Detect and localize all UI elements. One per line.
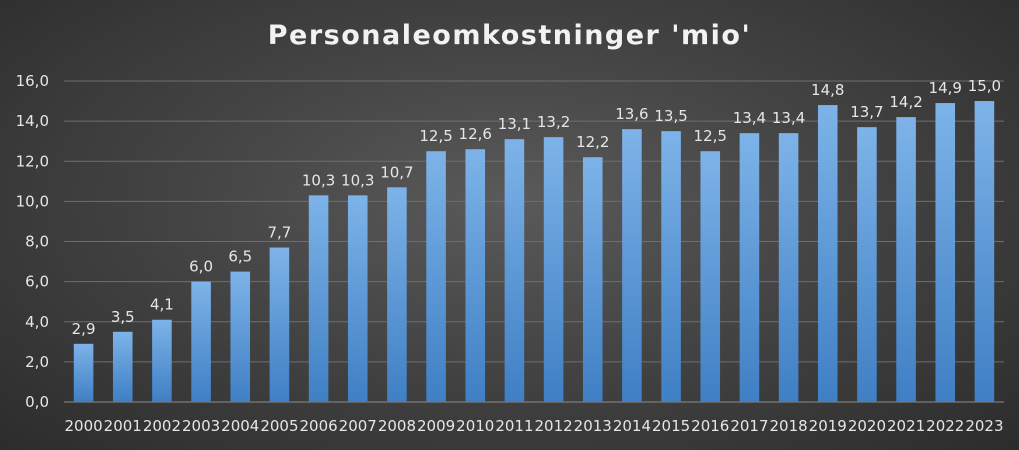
bar-2001 <box>112 331 133 402</box>
bar-2004 <box>230 271 251 402</box>
data-label-2011: 13,1 <box>498 115 531 133</box>
x-tick-label: 2000 <box>64 417 102 435</box>
x-tick-label: 2017 <box>730 417 768 435</box>
y-tick-label: 12,0 <box>16 152 49 170</box>
data-label-2008: 10,7 <box>380 163 413 181</box>
x-tick-label: 2009 <box>417 417 455 435</box>
y-tick-label: 14,0 <box>16 112 49 130</box>
x-tick-label: 2005 <box>260 417 298 435</box>
data-label-2015: 13,5 <box>654 107 687 125</box>
y-tick-label: 2,0 <box>25 353 49 371</box>
bar-2009 <box>426 151 446 402</box>
data-label-2019: 14,8 <box>811 81 844 99</box>
data-label-2014: 13,6 <box>615 105 648 123</box>
bar-2007 <box>347 195 368 402</box>
x-tick-label: 2019 <box>809 417 847 435</box>
y-tick-label: 16,0 <box>16 72 49 90</box>
data-label-2018: 13,4 <box>772 109 805 127</box>
x-tick-label: 2003 <box>182 417 220 435</box>
x-tick-label: 2002 <box>143 417 181 435</box>
bar-2000 <box>73 343 94 402</box>
bar-2017 <box>739 133 760 402</box>
x-tick-label: 2015 <box>652 417 690 435</box>
x-tick-label: 2014 <box>613 417 651 435</box>
data-label-2000: 2,9 <box>72 320 96 338</box>
x-tick-label: 2011 <box>495 417 533 435</box>
bar-2002 <box>152 319 172 402</box>
x-tick-label: 2007 <box>339 417 377 435</box>
x-tick-label: 2013 <box>574 417 612 435</box>
data-label-2020: 13,7 <box>850 103 883 121</box>
x-tick-label: 2008 <box>378 417 416 435</box>
data-label-2003: 6,0 <box>189 258 213 276</box>
x-tick-label: 2020 <box>848 417 886 435</box>
chart-title: Personaleomkostninger 'mio' <box>267 20 752 51</box>
data-label-2005: 7,7 <box>267 224 291 242</box>
bar-2014 <box>622 129 642 402</box>
data-label-2006: 10,3 <box>302 171 335 189</box>
data-label-2001: 3,5 <box>111 308 135 326</box>
data-label-2022: 14,9 <box>929 79 962 97</box>
data-label-2002: 4,1 <box>150 296 174 314</box>
bar-2006 <box>308 195 329 402</box>
data-label-2012: 13,2 <box>537 113 570 131</box>
bar-2016 <box>700 151 721 402</box>
x-tick-label: 2001 <box>104 417 142 435</box>
x-tick-label: 2016 <box>691 417 729 435</box>
bar-2020 <box>857 127 877 403</box>
x-tick-label: 2006 <box>299 417 337 435</box>
bar-2012 <box>543 137 564 403</box>
bar-2005 <box>269 247 290 402</box>
data-label-2021: 14,2 <box>889 93 922 111</box>
bar-2010 <box>465 149 486 402</box>
bar-2013 <box>582 157 603 402</box>
x-tick-label: 2021 <box>887 417 925 435</box>
x-tick-label: 2010 <box>456 417 494 435</box>
bar-2015 <box>661 131 681 402</box>
x-tick-label: 2004 <box>221 417 259 435</box>
bar-2011 <box>504 139 525 402</box>
data-label-2023: 15,0 <box>968 77 1001 95</box>
x-tick-label: 2022 <box>926 417 964 435</box>
bar-2019 <box>817 105 838 402</box>
y-tick-label: 0,0 <box>25 393 49 411</box>
bar-2018 <box>778 133 799 402</box>
bar-2008 <box>387 187 407 402</box>
bar-2021 <box>896 117 916 403</box>
y-tick-label: 8,0 <box>25 233 49 251</box>
y-tick-label: 4,0 <box>25 313 49 331</box>
x-tick-label: 2012 <box>534 417 572 435</box>
y-tick-label: 10,0 <box>16 192 49 210</box>
bar-2022 <box>935 103 956 402</box>
bar-2003 <box>191 281 211 402</box>
x-tick-label: 2018 <box>769 417 807 435</box>
data-label-2009: 12,5 <box>419 127 452 145</box>
data-label-2004: 6,5 <box>228 248 252 266</box>
bar-2023 <box>974 101 995 402</box>
y-tick-label: 6,0 <box>25 273 49 291</box>
x-tick-label: 2023 <box>965 417 1003 435</box>
data-label-2013: 12,2 <box>576 133 609 151</box>
data-label-2016: 12,5 <box>694 127 727 145</box>
data-label-2017: 13,4 <box>733 109 766 127</box>
data-label-2007: 10,3 <box>341 171 374 189</box>
data-label-2010: 12,6 <box>459 125 492 143</box>
